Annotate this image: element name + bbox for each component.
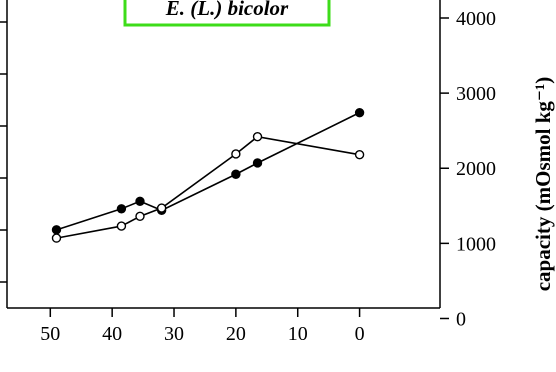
series-layer — [51, 107, 365, 243]
data-point-2 — [354, 150, 365, 160]
right-axis: 0 1000 2000 3000 4000 — [439, 0, 496, 330]
right-axis-tick-label: 1000 — [456, 233, 496, 255]
x-axis-tick-label: 40 — [102, 323, 122, 345]
right-axis-tick-label: 0 — [456, 308, 466, 330]
left-axis — [0, 0, 8, 308]
data-point-1 — [354, 107, 365, 118]
chart-title: E. (L.) bicolor — [165, 0, 289, 20]
data-point-1 — [231, 169, 241, 179]
data-point-1 — [51, 225, 62, 235]
data-point-2 — [252, 131, 263, 142]
x-axis: 50 40 30 20 10 0 — [7, 307, 440, 345]
data-point-2 — [135, 211, 145, 222]
data-point-2 — [231, 149, 241, 159]
data-point-2 — [51, 233, 62, 243]
x-axis-tick-label: 20 — [226, 323, 246, 345]
x-axis-tick-label: 10 — [288, 323, 308, 345]
right-axis-tick-label: 3000 — [456, 83, 496, 105]
series-line-1 — [56, 111, 360, 231]
x-axis-tick-label: 50 — [40, 323, 60, 345]
data-point-1 — [116, 204, 127, 214]
data-point-1 — [135, 196, 145, 206]
data-point-2 — [116, 221, 127, 231]
title-box — [123, 0, 331, 27]
right-axis-tick-label: 2000 — [456, 158, 496, 180]
x-axis-tick-label: 30 — [164, 323, 184, 345]
y-axis-label-right: capacity (mOsmol kg⁻¹) — [531, 77, 555, 292]
data-point-1 — [252, 158, 263, 168]
x-axis-tick-label: 0 — [355, 323, 365, 345]
data-point-2 — [156, 203, 167, 213]
right-axis-tick-label: 4000 — [456, 8, 496, 30]
